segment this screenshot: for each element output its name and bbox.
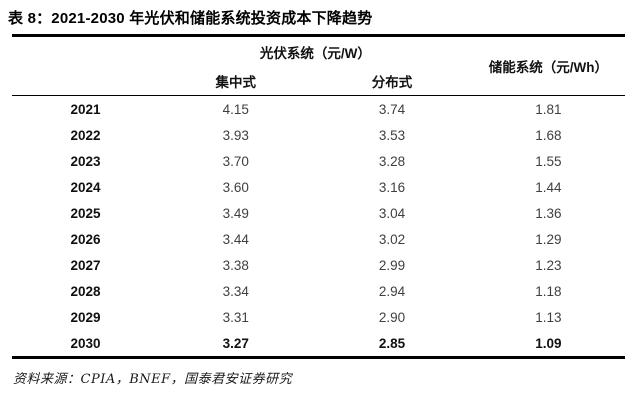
year-cell: 2025 — [70, 205, 101, 221]
table-row: 2025 3.49 3.04 1.36 — [12, 200, 625, 226]
storage-value-cell: 1.23 — [535, 257, 562, 273]
storage-value-cell: 1.18 — [535, 283, 562, 299]
table-body: 2021 4.15 3.74 1.81 2022 3.93 3.53 1.68 … — [12, 96, 625, 358]
column-group-pv-system: 光伏系统（元/W） — [259, 45, 371, 61]
cost-table: 光伏系统（元/W） 储能系统（元/Wh） 集中式 分布式 2021 4.15 3… — [12, 37, 625, 359]
centralized-value-cell: 3.70 — [222, 153, 249, 169]
column-header-distributed: 分布式 — [371, 74, 413, 90]
distributed-value-cell: 3.16 — [378, 179, 406, 195]
table-row: 2022 3.93 3.53 1.68 — [12, 122, 625, 148]
year-column-header-spacer — [12, 37, 159, 66]
table-row: 2030 3.27 2.85 1.09 — [12, 330, 625, 358]
year-cell: 2028 — [70, 283, 101, 299]
year-cell: 2029 — [70, 309, 101, 325]
distributed-value-cell: 3.74 — [378, 101, 406, 117]
table-row: 2029 3.31 2.90 1.13 — [12, 304, 625, 330]
centralized-value-cell: 3.49 — [222, 205, 249, 221]
distributed-value-cell: 2.90 — [378, 309, 406, 325]
table-row: 2021 4.15 3.74 1.81 — [12, 96, 625, 123]
storage-value-cell: 1.55 — [535, 153, 562, 169]
centralized-value-cell: 4.15 — [222, 101, 249, 117]
column-header-centralized: 集中式 — [215, 74, 256, 90]
year-column-header-spacer — [12, 66, 159, 96]
distributed-value-cell: 3.53 — [378, 127, 406, 143]
distributed-value-cell: 2.99 — [378, 257, 406, 273]
storage-value-cell: 1.44 — [535, 179, 562, 195]
storage-value-cell: 1.81 — [535, 101, 562, 117]
distributed-value-cell: 3.04 — [378, 205, 406, 221]
centralized-value-cell: 3.27 — [222, 335, 249, 351]
table-row: 2026 3.44 3.02 1.29 — [12, 226, 625, 252]
title-divider — [12, 34, 625, 37]
table-row: 2027 3.38 2.99 1.23 — [12, 252, 625, 278]
year-cell: 2021 — [70, 101, 101, 117]
year-cell: 2022 — [70, 127, 101, 143]
centralized-value-cell: 3.31 — [222, 309, 249, 325]
year-cell: 2023 — [70, 153, 101, 169]
table-row: 2023 3.70 3.28 1.55 — [12, 148, 625, 174]
centralized-value-cell: 3.60 — [222, 179, 249, 195]
column-header-storage-system: 储能系统（元/Wh） — [488, 60, 608, 75]
year-cell: 2027 — [70, 257, 101, 273]
distributed-value-cell: 2.94 — [378, 283, 406, 299]
page-title: 表 8：2021-2030 年光伏和储能系统投资成本下降趋势 — [8, 10, 373, 27]
distributed-value-cell: 3.28 — [378, 153, 406, 169]
table-header: 光伏系统（元/W） 储能系统（元/Wh） 集中式 分布式 — [12, 37, 625, 96]
table-row: 2024 3.60 3.16 1.44 — [12, 174, 625, 200]
centralized-value-cell: 3.34 — [222, 283, 249, 299]
centralized-value-cell: 3.93 — [222, 127, 249, 143]
storage-value-cell: 1.68 — [535, 127, 562, 143]
distributed-value-cell: 2.85 — [378, 335, 406, 351]
centralized-value-cell: 3.38 — [222, 257, 249, 273]
source-note: 资料来源：CPIA，BNEF，国泰君安证券研究 — [13, 372, 293, 387]
table-row: 2028 3.34 2.94 1.18 — [12, 278, 625, 304]
storage-value-cell: 1.09 — [535, 335, 562, 351]
year-cell: 2024 — [70, 179, 101, 195]
storage-value-cell: 1.29 — [535, 231, 562, 247]
storage-value-cell: 1.36 — [535, 205, 562, 221]
storage-value-cell: 1.13 — [535, 309, 562, 325]
year-cell: 2030 — [70, 335, 101, 351]
year-cell: 2026 — [70, 231, 101, 247]
centralized-value-cell: 3.44 — [222, 231, 249, 247]
distributed-value-cell: 3.02 — [378, 231, 406, 247]
